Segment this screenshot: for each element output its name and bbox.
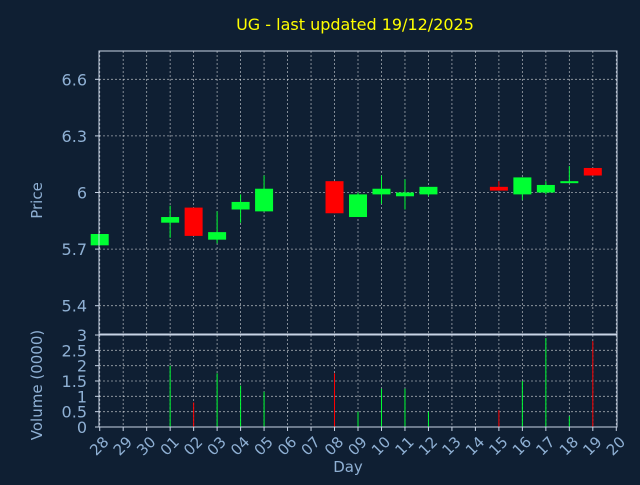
volume-bars bbox=[169, 338, 594, 427]
day-tick-label: 16 bbox=[509, 433, 535, 459]
candle-body bbox=[231, 201, 250, 210]
day-tick-label: 19 bbox=[579, 433, 605, 459]
chart-title: UG - last updated 19/12/2025 bbox=[236, 15, 474, 34]
candle-body bbox=[255, 188, 274, 212]
volume-axis-ticks: 00.511.522.53 bbox=[62, 326, 99, 437]
price-tick-label: 6.3 bbox=[62, 127, 87, 146]
candle-body bbox=[349, 194, 367, 218]
day-tick-label: 09 bbox=[345, 433, 371, 459]
day-tick-label: 06 bbox=[274, 433, 300, 459]
day-tick-label: 03 bbox=[204, 433, 230, 459]
volume-tick-label: 2 bbox=[77, 357, 87, 376]
day-tick-label: 11 bbox=[391, 433, 417, 459]
day-tick-label: 10 bbox=[368, 433, 394, 459]
day-axis-ticks: 2829300102030405060708091011121314151617… bbox=[86, 427, 629, 459]
volume-tick-label: 1 bbox=[77, 387, 87, 406]
candle-body bbox=[208, 232, 227, 240]
day-tick-label: 14 bbox=[462, 433, 488, 459]
day-tick-label: 02 bbox=[180, 433, 206, 459]
price-tick-label: 6.6 bbox=[62, 70, 87, 89]
day-tick-label: 20 bbox=[603, 433, 629, 459]
price-axis-label: Price bbox=[28, 182, 46, 219]
price-plot-frame bbox=[98, 50, 618, 335]
candle-body bbox=[536, 184, 555, 193]
day-tick-label: 18 bbox=[556, 433, 582, 459]
day-axis-label: Day bbox=[333, 458, 363, 476]
candle-body bbox=[372, 188, 391, 195]
day-tick-label: 08 bbox=[321, 433, 347, 459]
candle-body bbox=[395, 192, 414, 197]
candle-body bbox=[90, 234, 109, 246]
price-axis-ticks: 5.4 5.7 6 6.3 6.6 bbox=[62, 70, 99, 316]
candle-body bbox=[513, 177, 532, 195]
price-tick-label: 6 bbox=[77, 184, 87, 203]
candle-body bbox=[419, 186, 438, 195]
day-tick-label: 04 bbox=[227, 433, 253, 459]
day-tick-label: 05 bbox=[251, 433, 277, 459]
day-tick-label: 30 bbox=[133, 433, 159, 459]
candle-body bbox=[161, 217, 180, 223]
day-tick-label: 29 bbox=[110, 433, 136, 459]
volume-tick-label: 0 bbox=[77, 418, 87, 437]
day-tick-label: 17 bbox=[532, 433, 558, 459]
day-tick-label: 07 bbox=[298, 433, 324, 459]
day-tick-label: 13 bbox=[438, 433, 464, 459]
day-tick-label: 15 bbox=[485, 433, 511, 459]
volume-plot-frame bbox=[98, 334, 618, 428]
price-tick-label: 5.4 bbox=[62, 297, 87, 316]
price-tick-label: 5.7 bbox=[62, 240, 87, 259]
volume-tick-label: 0.5 bbox=[62, 403, 87, 422]
candle-body bbox=[489, 186, 508, 191]
volume-axis-label: Volume (0000) bbox=[28, 330, 46, 440]
day-tick-label: 01 bbox=[157, 433, 183, 459]
candles bbox=[90, 166, 602, 246]
volume-tick-label: 1.5 bbox=[62, 372, 87, 391]
volume-tick-label: 2.5 bbox=[62, 341, 87, 360]
day-tick-label: 28 bbox=[86, 433, 112, 459]
day-tick-label: 12 bbox=[415, 433, 441, 459]
candle-body bbox=[583, 167, 602, 176]
volume-tick-label: 3 bbox=[77, 326, 87, 345]
candle-body bbox=[184, 207, 203, 236]
candle-body bbox=[560, 181, 579, 184]
candle-body bbox=[325, 181, 344, 214]
